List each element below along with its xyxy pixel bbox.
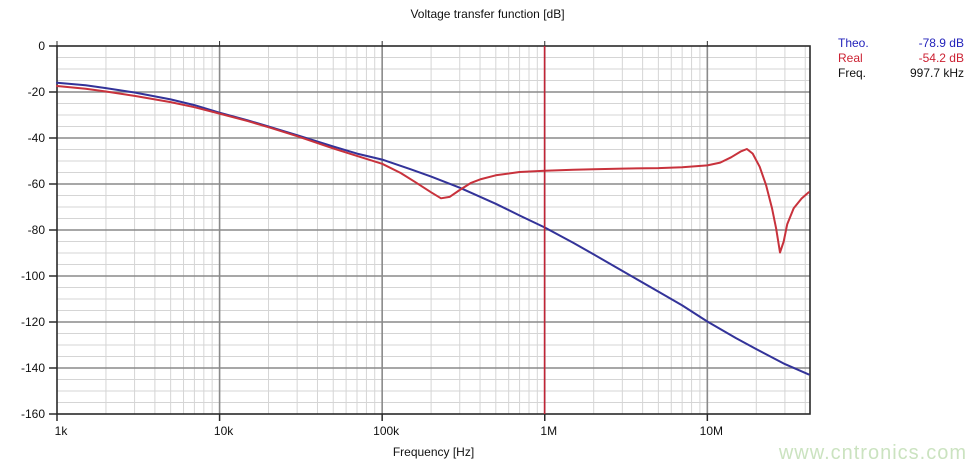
x-tick-label: 10k <box>214 424 234 438</box>
y-tick-label: -40 <box>28 131 46 145</box>
curve-real <box>56 85 810 254</box>
cursor-readout-legend: Theo. -78.9 dB Real -54.2 dB Freq. 997.7… <box>838 36 964 81</box>
legend-label-real: Real <box>838 51 863 65</box>
y-tick-label: -100 <box>21 269 45 283</box>
y-tick-label: -160 <box>21 407 45 421</box>
watermark: www.cntronics.com <box>778 442 967 464</box>
legend-label-freq: Freq. <box>838 66 867 80</box>
x-tick-label: 100k <box>373 424 400 438</box>
y-tick-label: -60 <box>28 177 46 191</box>
legend-label-theo: Theo. <box>838 36 869 50</box>
x-tick-label: 1k <box>55 424 69 438</box>
legend-value-real: -54.2 dB <box>918 51 964 65</box>
y-tick-label: -120 <box>21 315 45 329</box>
curve-theo <box>56 81 810 376</box>
x-axis-label: Frequency [Hz] <box>392 445 475 459</box>
legend-row-freq: Freq. 997.7 kHz <box>838 66 964 81</box>
legend-value-freq: 997.7 kHz <box>909 66 964 80</box>
y-tick-label: 0 <box>38 39 45 53</box>
x-tick-label: 1M <box>540 424 557 438</box>
legend-value-theo: -78.9 dB <box>918 36 964 50</box>
y-tick-label: -140 <box>21 361 45 375</box>
y-tick-label: -20 <box>28 85 46 99</box>
legend-row-theo: Theo. -78.9 dB <box>838 36 964 51</box>
x-tick-label: 10M <box>700 424 723 438</box>
chart-title: Voltage transfer function [dB] <box>410 7 565 21</box>
axes-frame: 0 -20 -40 -60 -80 -100 -120 -140 -160 1k 10k 100k 1M… <box>21 39 811 438</box>
y-tick-label: -80 <box>28 223 46 237</box>
legend-row-real: Real -54.2 dB <box>838 51 964 66</box>
